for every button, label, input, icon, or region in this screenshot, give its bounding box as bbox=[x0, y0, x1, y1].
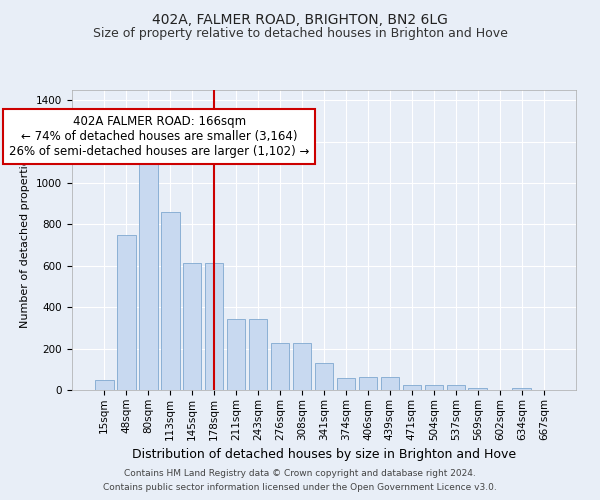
Text: Contains HM Land Registry data © Crown copyright and database right 2024.: Contains HM Land Registry data © Crown c… bbox=[124, 468, 476, 477]
X-axis label: Distribution of detached houses by size in Brighton and Hove: Distribution of detached houses by size … bbox=[132, 448, 516, 461]
Text: Size of property relative to detached houses in Brighton and Hove: Size of property relative to detached ho… bbox=[92, 28, 508, 40]
Bar bbox=[469, 388, 487, 390]
Bar bbox=[293, 344, 311, 390]
Bar bbox=[227, 318, 245, 390]
Bar bbox=[314, 363, 334, 390]
Bar bbox=[359, 376, 377, 390]
Bar bbox=[205, 263, 223, 390]
Bar bbox=[337, 378, 355, 390]
Bar bbox=[249, 318, 268, 390]
Bar bbox=[512, 388, 531, 390]
Bar bbox=[117, 235, 136, 390]
Text: Contains public sector information licensed under the Open Government Licence v3: Contains public sector information licen… bbox=[103, 484, 497, 492]
Bar bbox=[271, 344, 289, 390]
Bar bbox=[446, 385, 465, 390]
Bar bbox=[139, 164, 158, 390]
Bar bbox=[425, 385, 443, 390]
Bar bbox=[183, 263, 202, 390]
Bar bbox=[161, 212, 179, 390]
Text: 402A FALMER ROAD: 166sqm
← 74% of detached houses are smaller (3,164)
26% of sem: 402A FALMER ROAD: 166sqm ← 74% of detach… bbox=[9, 115, 310, 158]
Text: 402A, FALMER ROAD, BRIGHTON, BN2 6LG: 402A, FALMER ROAD, BRIGHTON, BN2 6LG bbox=[152, 12, 448, 26]
Y-axis label: Number of detached properties: Number of detached properties bbox=[20, 152, 31, 328]
Bar bbox=[95, 380, 113, 390]
Bar bbox=[403, 385, 421, 390]
Bar bbox=[380, 376, 399, 390]
